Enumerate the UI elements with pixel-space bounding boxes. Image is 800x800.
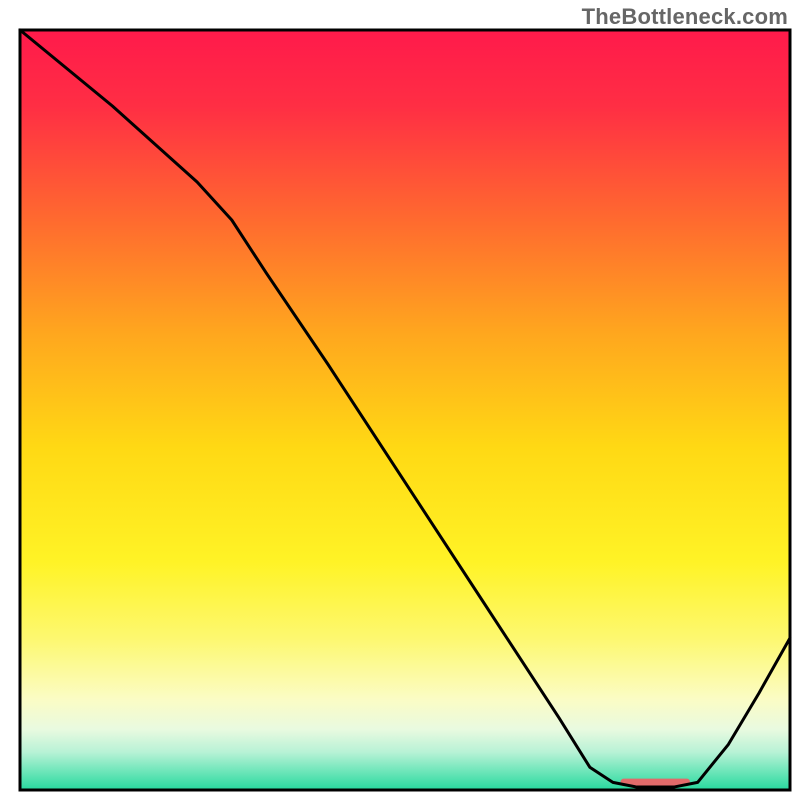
chart-background [20, 30, 790, 790]
bottleneck-chart [0, 0, 800, 800]
plot-area [20, 30, 790, 790]
